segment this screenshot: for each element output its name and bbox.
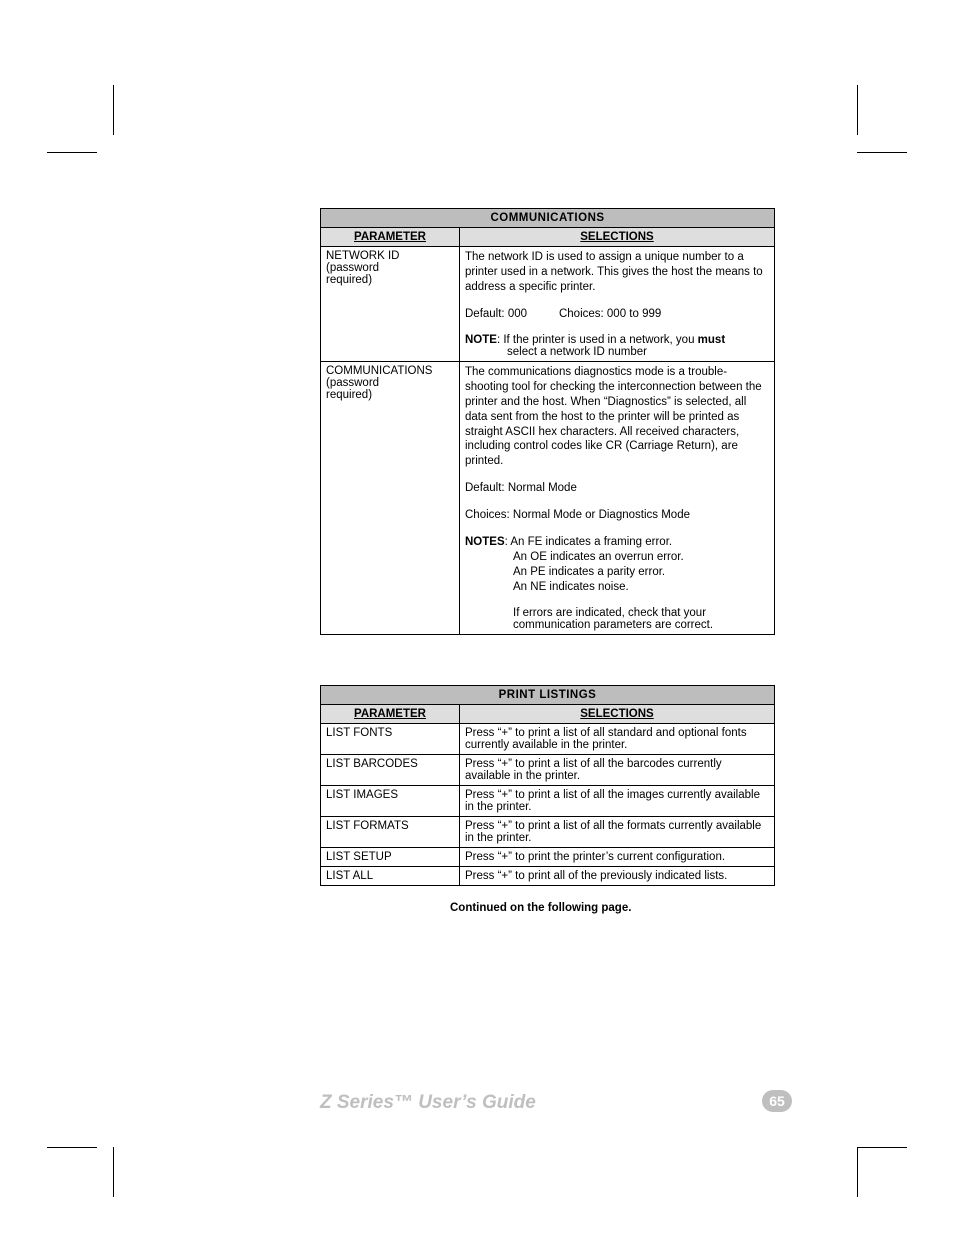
crop-mark: [857, 1147, 907, 1148]
description-text: The communications diagnostics mode is a…: [465, 365, 769, 470]
selections-cell: The network ID is used to assign a uniqu…: [460, 247, 775, 362]
parameter-cell: NETWORK ID (password required): [321, 247, 460, 362]
communications-table: COMMUNICATIONS PARAMETER SELECTIONS NETW…: [320, 208, 775, 635]
brand-rest: Series™ User’s Guide: [332, 1092, 536, 1113]
page-footer: Z Series™ User’s Guide 65: [320, 1092, 792, 1118]
page-number-badge: 65: [762, 1090, 792, 1112]
note-text: select a network ID number: [465, 346, 647, 358]
column-header-selections: SELECTIONS: [460, 704, 775, 723]
description-text: The network ID is used to assign a uniqu…: [465, 250, 769, 295]
note-block: NOTE: If the printer is used in a networ…: [465, 334, 769, 358]
table-row: LIST ALL Press “+” to print all of the p…: [321, 866, 775, 885]
notes-block: NOTES: An FE indicates a framing error. …: [465, 535, 769, 595]
table-title: COMMUNICATIONS: [321, 209, 775, 228]
crop-mark: [857, 1147, 858, 1197]
table-row: NETWORK ID (password required) The netwo…: [321, 247, 775, 362]
notes-prefix: NOTES: [465, 536, 505, 548]
footer-title: Z Series™ User’s Guide: [320, 1092, 536, 1113]
crop-mark: [857, 85, 858, 135]
parameter-cell: LIST BARCODES: [321, 754, 460, 785]
param-line: NETWORK ID: [326, 250, 399, 262]
table-row: LIST IMAGES Press “+” to print a list of…: [321, 785, 775, 816]
notes-indent: An OE indicates an overrun error. An PE …: [465, 550, 769, 595]
note-text: : If the printer is used in a network, y…: [497, 334, 698, 346]
notes-line: An OE indicates an overrun error.: [513, 551, 684, 563]
selections-cell: Press “+” to print all of the previously…: [460, 866, 775, 885]
param-line: required): [326, 389, 372, 401]
table-row: LIST FONTS Press “+” to print a list of …: [321, 723, 775, 754]
choices-line: Choices: Normal Mode or Diagnostics Mode: [465, 508, 769, 523]
column-header-selections: SELECTIONS: [460, 228, 775, 247]
selections-cell: Press “+” to print the printer’s current…: [460, 847, 775, 866]
default-label: Default: 000: [465, 308, 527, 320]
note-prefix: NOTE: [465, 334, 497, 346]
crop-mark: [47, 152, 97, 153]
selections-cell: Press “+” to print a list of all standar…: [460, 723, 775, 754]
param-line: (password: [326, 262, 379, 274]
table-row: LIST FORMATS Press “+” to print a list o…: [321, 816, 775, 847]
crop-mark: [113, 1147, 114, 1197]
notes-line: An PE indicates a parity error.: [513, 566, 665, 578]
parameter-cell: COMMUNICATIONS (password required): [321, 361, 460, 634]
param-line: required): [326, 274, 372, 286]
parameter-cell: LIST SETUP: [321, 847, 460, 866]
crop-mark: [857, 152, 907, 153]
continued-note: Continued on the following page.: [450, 902, 775, 914]
param-line: (password: [326, 377, 379, 389]
print-listings-table: PRINT LISTINGS PARAMETER SELECTIONS LIST…: [320, 685, 775, 886]
default-line: Default: Normal Mode: [465, 481, 769, 496]
notes-tail: If errors are indicated, check that your…: [465, 607, 769, 631]
page-content: COMMUNICATIONS PARAMETER SELECTIONS NETW…: [320, 208, 775, 914]
default-choices-line: Default: 000 Choices: 000 to 999: [465, 307, 769, 322]
table-title: PRINT LISTINGS: [321, 685, 775, 704]
parameter-cell: LIST FONTS: [321, 723, 460, 754]
table-row: LIST BARCODES Press “+” to print a list …: [321, 754, 775, 785]
parameter-cell: LIST ALL: [321, 866, 460, 885]
table-row: COMMUNICATIONS (password required) The c…: [321, 361, 775, 634]
brand-letter: Z: [320, 1092, 332, 1113]
parameter-cell: LIST FORMATS: [321, 816, 460, 847]
selections-cell: Press “+” to print a list of all the bar…: [460, 754, 775, 785]
notes-line: An NE indicates noise.: [513, 581, 629, 593]
choices-label: Choices: 000 to 999: [559, 308, 661, 320]
selections-cell: The communications diagnostics mode is a…: [460, 361, 775, 634]
selections-cell: Press “+” to print a list of all the ima…: [460, 785, 775, 816]
table-row: LIST SETUP Press “+” to print the printe…: [321, 847, 775, 866]
crop-mark: [113, 85, 114, 135]
parameter-cell: LIST IMAGES: [321, 785, 460, 816]
column-header-parameter: PARAMETER: [321, 704, 460, 723]
param-line: COMMUNICATIONS: [326, 365, 432, 377]
selections-cell: Press “+” to print a list of all the for…: [460, 816, 775, 847]
crop-mark: [47, 1147, 97, 1148]
column-header-parameter: PARAMETER: [321, 228, 460, 247]
note-bold: must: [698, 334, 725, 346]
notes-first: : An FE indicates a framing error.: [505, 536, 672, 548]
